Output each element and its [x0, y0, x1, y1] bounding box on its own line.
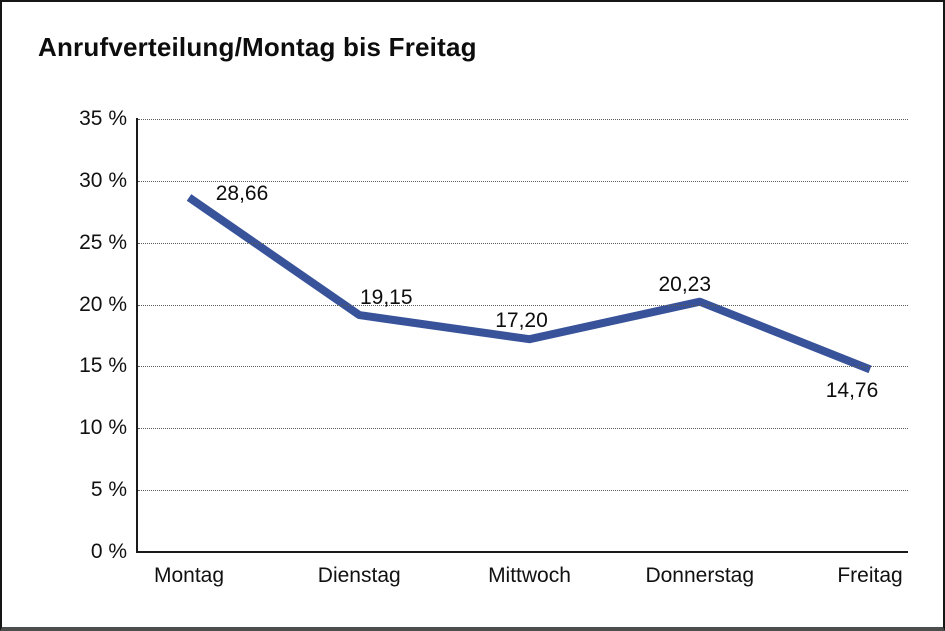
y-axis-tick-label: 35 %: [79, 107, 127, 130]
grid-line-35: [138, 119, 908, 120]
x-axis-category-label: Dienstag: [317, 564, 401, 587]
chart-title: Anrufverteilung/Montag bis Freitag: [38, 32, 477, 62]
y-axis-tick-label: 25 %: [79, 230, 127, 254]
data-point-label: 17,20: [495, 309, 548, 333]
x-axis-category-label: Freitag: [837, 564, 903, 587]
grid-line-5: [138, 490, 908, 492]
data-point-label: 28,66: [215, 182, 269, 206]
x-axis-category-label: Montag: [153, 564, 225, 587]
y-axis-tick-label: 5 %: [90, 478, 127, 502]
x-axis-category-label: Donnerstag: [645, 564, 755, 587]
grid-line-20: [138, 304, 908, 306]
grid-line-15: [138, 366, 908, 368]
x-axis-category-label: Mittwoch: [488, 564, 571, 587]
data-point-label: 20,23: [658, 272, 712, 296]
y-axis-tick-label: 10 %: [79, 416, 127, 440]
y-axis-tick-label: 20 %: [79, 292, 127, 316]
grid-line-10: [138, 428, 908, 430]
x-axis-line: [136, 551, 908, 553]
series-polyline: [186, 194, 872, 374]
y-axis-line: [136, 118, 138, 553]
grid-line-25: [138, 242, 908, 244]
y-axis-tick-label: 15 %: [79, 354, 127, 378]
data-point-label: 19,15: [359, 286, 413, 310]
data-point-label: 14,76: [825, 379, 879, 403]
y-axis-tick-label: 30 %: [79, 168, 127, 192]
grid-line-30: [138, 180, 908, 182]
y-axis-tick-label: 0 %: [90, 540, 127, 563]
